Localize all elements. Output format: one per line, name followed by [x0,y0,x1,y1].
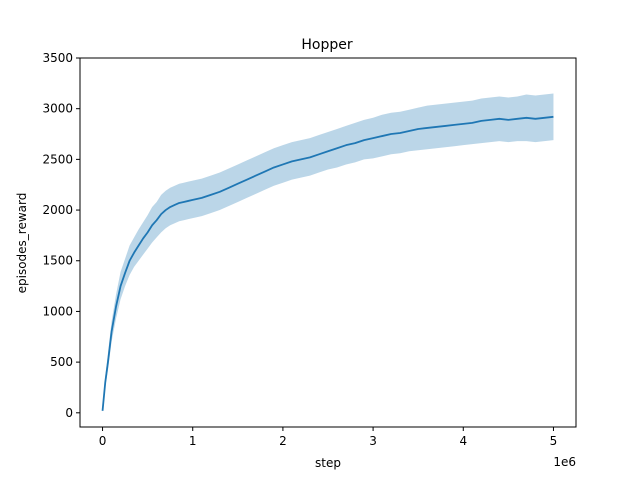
y-axis-label: episodes_reward [15,193,29,294]
y-tick-label: 2000 [42,203,73,217]
x-tick-label: 0 [99,434,107,448]
confidence-band [102,93,554,412]
y-tick-label: 0 [65,406,73,420]
x-tick-label: 4 [459,434,467,448]
x-tick-label: 3 [369,434,377,448]
series-line [101,115,554,411]
y-tick-label: 3500 [42,51,73,65]
y-tick-label: 1000 [42,304,73,318]
y-tick-label: 500 [50,355,73,369]
y-tick-label: 1500 [42,254,73,268]
plot-area [101,93,554,412]
plot-frame [79,57,577,428]
y-axis: 0 500 1000 1500 2000 2500 3000 3500 [42,51,80,420]
x-tick-label: 5 [550,434,558,448]
y-tick-label: 3000 [42,102,73,116]
x-axis-offset-label: 1e6 [553,455,576,469]
y-tick-label: 2500 [42,152,73,166]
x-axis: 0 1 2 3 4 5 [99,427,558,448]
x-axis-label: step [315,456,341,470]
chart-title: Hopper [301,37,352,53]
x-tick-label: 2 [279,434,287,448]
x-tick-label: 1 [189,434,197,448]
